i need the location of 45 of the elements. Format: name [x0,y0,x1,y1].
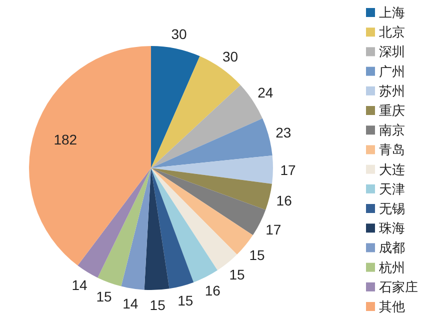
legend-label: 重庆 [379,104,405,119]
data-label: 30 [171,26,187,42]
data-label: 14 [122,295,138,312]
data-label: 24 [258,84,274,101]
pie-slice [151,168,237,270]
legend-label: 苏州 [379,84,405,100]
legend-label: 青岛 [379,143,405,158]
legend-label: 南京 [379,124,405,139]
pie-slice [121,168,151,290]
data-label: 30 [222,48,238,64]
legend-label: 杭州 [378,260,405,276]
pie-slice [151,155,273,184]
data-label: 16 [204,282,221,298]
legend-label: 石家庄 [379,279,418,296]
pie-slice [151,46,200,168]
legend-label: 其他 [379,300,405,315]
legend-label: 无锡 [379,202,405,217]
data-label: 23 [276,124,292,141]
legend-label: 上海 [379,6,405,21]
legend-label: 大连 [379,162,405,178]
data-label: 15 [249,246,266,263]
data-label: 15 [229,266,246,283]
legend-label: 北京 [379,26,405,41]
data-label: 15 [150,296,166,313]
data-label: 15 [178,292,194,309]
data-label: 17 [280,162,296,178]
pie-slice [144,168,170,290]
legend-label: 珠海 [379,222,405,237]
data-label: 182 [54,131,78,148]
data-label: 14 [72,276,88,293]
legend-label: 深圳 [379,45,405,60]
legend-label: 天津 [379,182,405,198]
pie-slice [151,168,272,210]
pie-slice [151,118,272,168]
pie-slice [151,168,266,236]
pie-slice [151,168,218,282]
pie-slice [78,168,151,278]
pie-slice [98,168,151,286]
data-label: 17 [266,222,282,238]
legend-label: 成都 [379,241,405,256]
data-label: 16 [276,192,292,209]
data-label: 15 [96,288,112,305]
legend-label: 广州 [379,64,405,80]
pie-slice [151,168,194,289]
pie-slice [29,46,151,266]
